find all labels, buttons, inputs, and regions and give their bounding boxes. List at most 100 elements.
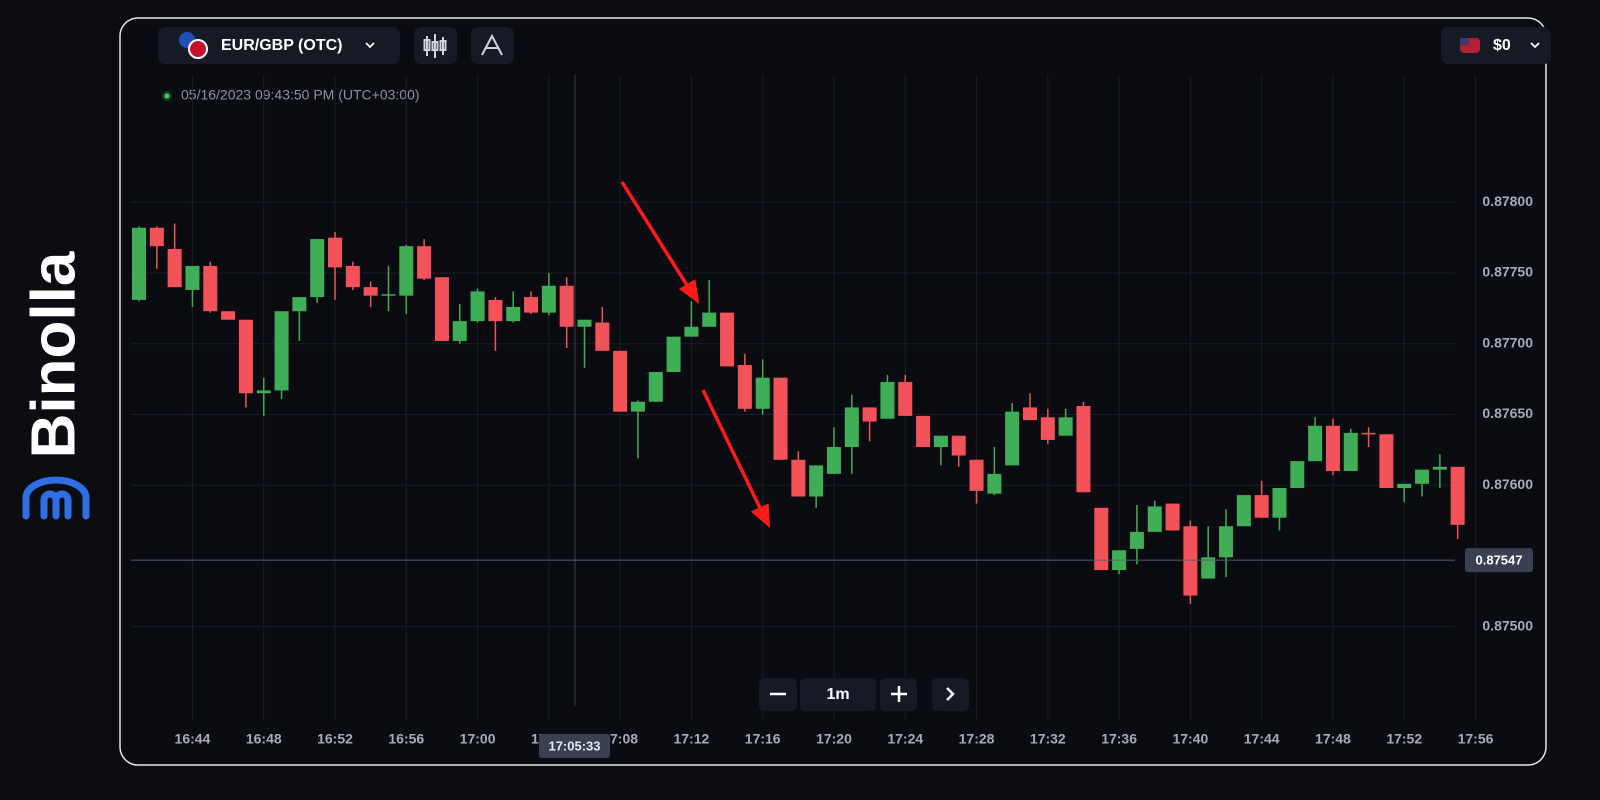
candle-body <box>1023 407 1037 421</box>
timeframe-button[interactable] <box>800 678 876 711</box>
candle-body <box>256 390 271 394</box>
candle-body <box>238 319 253 394</box>
logo-icon <box>22 476 90 520</box>
candle-body <box>1343 432 1358 472</box>
y-tick-label: 0.87700 <box>1482 334 1533 350</box>
candle-body <box>452 321 467 341</box>
balance: $0 <box>1493 37 1511 54</box>
pair-selector[interactable] <box>158 27 400 64</box>
x-tick-label: 17:00 <box>460 731 496 747</box>
x-tick-label: 17:08 <box>602 731 638 747</box>
current-price-label: 0.87547 <box>1476 553 1523 568</box>
candle-body <box>506 306 521 322</box>
candle-body <box>203 265 218 312</box>
candle-body <box>1005 411 1020 466</box>
candle-body <box>613 350 628 412</box>
candle-body <box>310 239 325 298</box>
candle-body <box>1094 507 1109 571</box>
candle-body <box>630 401 645 412</box>
candle-body <box>132 227 146 300</box>
candle-body <box>826 447 841 474</box>
candle-body <box>844 407 859 448</box>
candle-body <box>862 407 877 422</box>
crosshair-label-box <box>539 734 610 758</box>
candle-body <box>1236 495 1251 527</box>
candle-body <box>1254 495 1269 518</box>
candle-body <box>1432 466 1447 470</box>
panel <box>119 17 1547 766</box>
candle-body <box>666 336 681 373</box>
candle-body <box>559 285 574 327</box>
candle-body <box>328 237 343 268</box>
candle-body <box>274 311 289 391</box>
candle-body <box>1129 531 1144 549</box>
candle-body <box>1450 466 1465 525</box>
candle-body <box>1183 526 1198 596</box>
x-tick-label: 17:36 <box>1101 731 1137 747</box>
candle-body <box>488 299 503 322</box>
candle-body <box>577 319 592 327</box>
candle-body <box>541 285 556 313</box>
candle-body <box>737 364 752 409</box>
x-tick-label: 17:16 <box>745 731 781 747</box>
status-dot <box>164 93 170 99</box>
candle-body <box>773 377 788 460</box>
candle-body <box>524 297 539 313</box>
flag-us-canton <box>1460 38 1469 45</box>
candle-body <box>916 415 931 448</box>
y-tick-label: 0.87500 <box>1482 617 1533 633</box>
balance-button[interactable] <box>1441 27 1551 64</box>
candle-body <box>1076 405 1091 493</box>
candle-body <box>969 459 984 491</box>
flag-uk <box>188 39 208 59</box>
x-tick-label: 17:12 <box>674 731 710 747</box>
chevron <box>1530 42 1540 49</box>
candle-body <box>933 435 948 448</box>
current-price-box <box>1465 548 1533 573</box>
x-tick-label: 17:24 <box>887 731 923 747</box>
candle-body <box>292 297 307 312</box>
drawing-button[interactable] <box>471 27 514 64</box>
candle-body <box>381 294 396 296</box>
candle-body <box>1201 557 1216 579</box>
pair-label: EUR/GBP (OTC) <box>221 37 342 54</box>
candle-body <box>809 465 824 497</box>
timeframe: 1m <box>826 686 849 703</box>
candle-body <box>1415 469 1430 484</box>
candle-body <box>1361 432 1376 435</box>
crosshair-label: 17:05:33 <box>548 738 600 753</box>
candle-body <box>1165 503 1180 531</box>
timestamp: 05/16/2023 09:43:50 PM (UTC+03:00) <box>181 87 420 103</box>
candle-body <box>720 312 735 367</box>
candle-body <box>185 265 200 290</box>
candle-body <box>363 287 378 296</box>
candle-body <box>417 246 432 279</box>
next-button[interactable] <box>932 678 969 711</box>
x-tick-label: 17:40 <box>1172 731 1208 747</box>
candle-body <box>987 473 1002 494</box>
x-tick-label: 16:56 <box>388 731 424 747</box>
x-tick-label: 17:28 <box>959 731 995 747</box>
candle-body <box>1397 483 1412 489</box>
candle-body <box>951 435 966 456</box>
candle-body <box>1058 417 1073 436</box>
candle-body <box>1325 425 1340 472</box>
candle-body <box>1147 506 1162 532</box>
x-tick-label: 17:20 <box>816 731 852 747</box>
chevron <box>365 42 375 49</box>
candle-body <box>345 265 360 288</box>
candle-body <box>1219 526 1234 558</box>
candle-body <box>434 277 449 341</box>
candle-body <box>684 326 699 337</box>
candle-body <box>898 381 913 416</box>
x-tick-label: 17:48 <box>1315 731 1351 747</box>
x-tick-label: 16:48 <box>246 731 282 747</box>
candle-body <box>470 291 485 322</box>
candle-body <box>221 311 236 320</box>
x-tick-label: 17:32 <box>1030 731 1066 747</box>
candle-body <box>1040 417 1055 440</box>
next-icon <box>946 687 955 701</box>
candle-body <box>1272 488 1287 518</box>
x-tick-label: 17:52 <box>1386 731 1422 747</box>
